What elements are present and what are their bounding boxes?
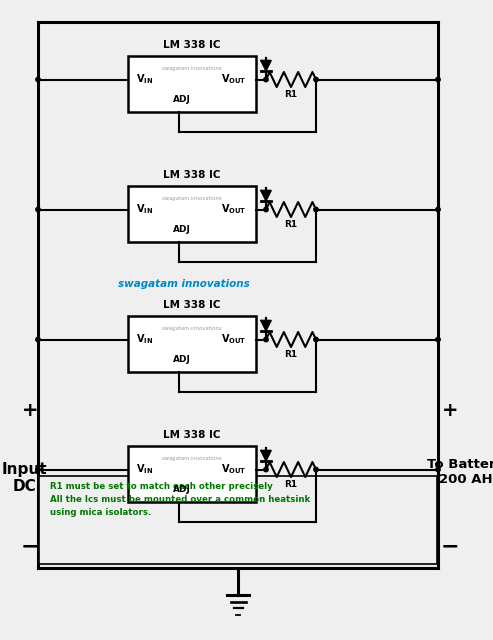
- Text: −: −: [21, 536, 39, 556]
- Bar: [128, 186, 256, 242]
- Circle shape: [264, 467, 268, 472]
- Bar: [128, 56, 256, 112]
- Circle shape: [36, 467, 40, 472]
- Polygon shape: [261, 321, 271, 330]
- Text: $\mathbf{V_{OUT}}$: $\mathbf{V_{OUT}}$: [221, 72, 247, 86]
- Circle shape: [36, 77, 40, 82]
- Circle shape: [314, 337, 318, 342]
- Text: swagatam innovations: swagatam innovations: [162, 66, 222, 71]
- Text: $\mathbf{V_{IN}}$: $\mathbf{V_{IN}}$: [137, 72, 154, 86]
- Polygon shape: [261, 191, 271, 200]
- Circle shape: [436, 337, 440, 342]
- Text: R1 must be set to match each other precisely
All the Ics must be mounted over a : R1 must be set to match each other preci…: [50, 482, 311, 517]
- Text: $\mathbf{V_{IN}}$: $\mathbf{V_{IN}}$: [137, 333, 154, 346]
- Text: R1: R1: [284, 220, 298, 228]
- Bar: [128, 316, 256, 372]
- Text: ADJ: ADJ: [173, 355, 191, 364]
- Text: ADJ: ADJ: [173, 225, 191, 234]
- Text: $\mathbf{V_{IN}}$: $\mathbf{V_{IN}}$: [137, 463, 154, 476]
- Circle shape: [36, 207, 40, 212]
- Text: LM 338 IC: LM 338 IC: [163, 430, 221, 440]
- Text: LM 338 IC: LM 338 IC: [163, 300, 221, 310]
- Text: −: −: [441, 536, 459, 556]
- Circle shape: [314, 207, 318, 212]
- Bar: [128, 446, 256, 502]
- Text: R1: R1: [284, 479, 298, 488]
- Circle shape: [264, 207, 268, 212]
- Text: ADJ: ADJ: [173, 95, 191, 104]
- Text: swagatam innovations: swagatam innovations: [162, 196, 222, 201]
- Circle shape: [436, 467, 440, 472]
- Text: swagatam innovations: swagatam innovations: [162, 456, 222, 461]
- Text: $\mathbf{V_{IN}}$: $\mathbf{V_{IN}}$: [137, 203, 154, 216]
- Text: LM 338 IC: LM 338 IC: [163, 170, 221, 180]
- Text: R1: R1: [284, 349, 298, 358]
- Text: ADJ: ADJ: [173, 485, 191, 494]
- Text: +: +: [442, 401, 458, 419]
- Text: swagatam innovations: swagatam innovations: [162, 326, 222, 331]
- Text: To Battery
200 AH: To Battery 200 AH: [427, 458, 493, 486]
- Circle shape: [36, 337, 40, 342]
- Text: LM 338 IC: LM 338 IC: [163, 40, 221, 50]
- Polygon shape: [261, 451, 271, 461]
- Circle shape: [314, 467, 318, 472]
- Text: $\mathbf{V_{OUT}}$: $\mathbf{V_{OUT}}$: [221, 333, 247, 346]
- Bar: [39, 476, 437, 564]
- Polygon shape: [261, 61, 271, 70]
- Text: swagatam innovations: swagatam innovations: [118, 279, 250, 289]
- Text: $\mathbf{V_{OUT}}$: $\mathbf{V_{OUT}}$: [221, 203, 247, 216]
- Text: $\mathbf{V_{OUT}}$: $\mathbf{V_{OUT}}$: [221, 463, 247, 476]
- Circle shape: [436, 207, 440, 212]
- Circle shape: [264, 337, 268, 342]
- Text: R1: R1: [284, 90, 298, 99]
- Circle shape: [314, 77, 318, 82]
- Text: Input
DC: Input DC: [1, 462, 47, 494]
- Text: +: +: [22, 401, 38, 419]
- Circle shape: [436, 77, 440, 82]
- Circle shape: [264, 77, 268, 82]
